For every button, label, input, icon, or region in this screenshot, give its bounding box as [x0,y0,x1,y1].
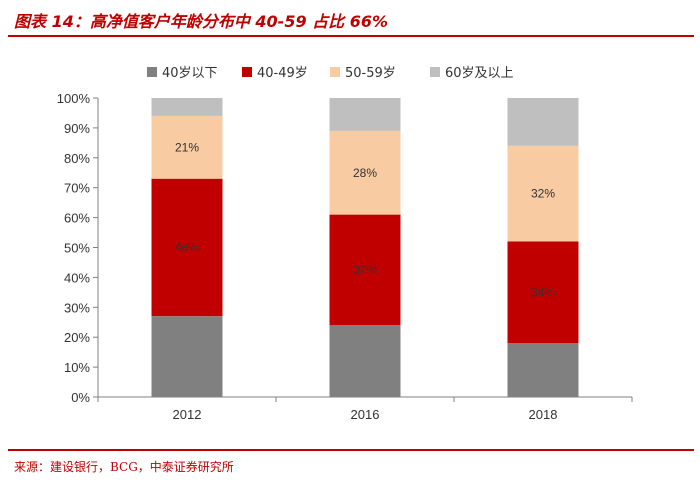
legend-label-3: 60岁及以上 [445,66,514,81]
y-tick-label-10: 100% [57,91,91,106]
y-tick-label-3: 30% [64,300,90,315]
y-tick-label-6: 60% [64,211,90,226]
bar-segment-2018-3 [507,98,579,146]
legend-swatch-0 [147,67,157,77]
x-tick-label-2018: 2018 [529,407,558,422]
stacked-bar-chart: 40岁以下 40-49岁 50-59岁 60岁及以上 46% 21% 37% 28% 34% 3… [57,66,633,422]
bar-segment-2018-2 [507,145,579,242]
data-label-2018-1: 34% [531,285,555,299]
bar-segment-2012-3 [151,98,223,116]
legend-label-2: 50-59岁 [345,66,396,81]
legend: 40岁以下 40-49岁 50-59岁 60岁及以上 [147,66,514,81]
y-tick-label-2: 20% [64,330,90,345]
y-tick-label-1: 10% [64,360,90,375]
bar-segment-2012-0 [151,316,223,397]
bar-segment-2016-1 [329,214,401,326]
y-tick-label-7: 70% [64,181,90,196]
bar-segment-2012-1 [151,178,223,317]
legend-swatch-3 [430,67,440,77]
data-label-2012-1: 46% [175,241,199,255]
bar-segment-2012-2 [151,115,223,179]
source-divider [8,449,694,451]
figure-title: 图表 14：高净值客户年龄分布中 40-59 占比 66% [14,12,389,31]
bar-segment-2018-0 [507,343,579,397]
data-label-2018-2: 32% [531,187,555,201]
y-tick-label-8: 80% [64,151,90,166]
bar-segment-2016-2 [329,130,401,215]
legend-label-0: 40岁以下 [162,66,218,81]
x-tick-label-2012: 2012 [173,407,202,422]
bar-segment-2016-3 [329,98,401,131]
legend-swatch-2 [330,67,340,77]
bar-segment-2016-0 [329,325,401,397]
legend-swatch-1 [242,67,252,77]
legend-label-1: 40-49岁 [257,66,308,81]
y-tick-label-0: 0% [71,390,90,405]
y-tick-label-9: 90% [64,121,90,136]
axes: 2012 2016 2018 0% 10% 20% 30% 40% 50% 60% 70% 80% 90… [57,91,633,422]
data-label-2012-2: 21% [175,140,199,154]
data-label-2016-2: 28% [353,166,377,180]
y-tick-label-4: 40% [64,270,90,285]
title-divider [8,35,694,37]
bars: 46% 21% 37% 28% 34% 32% [151,98,579,397]
x-tick-label-2016: 2016 [351,407,380,422]
source-note: 来源：建设银行，BCG，中泰证券研究所 [14,460,234,474]
bar-segment-2018-1 [507,241,579,344]
data-label-2016-1: 37% [353,263,377,277]
y-tick-label-5: 50% [64,241,90,256]
